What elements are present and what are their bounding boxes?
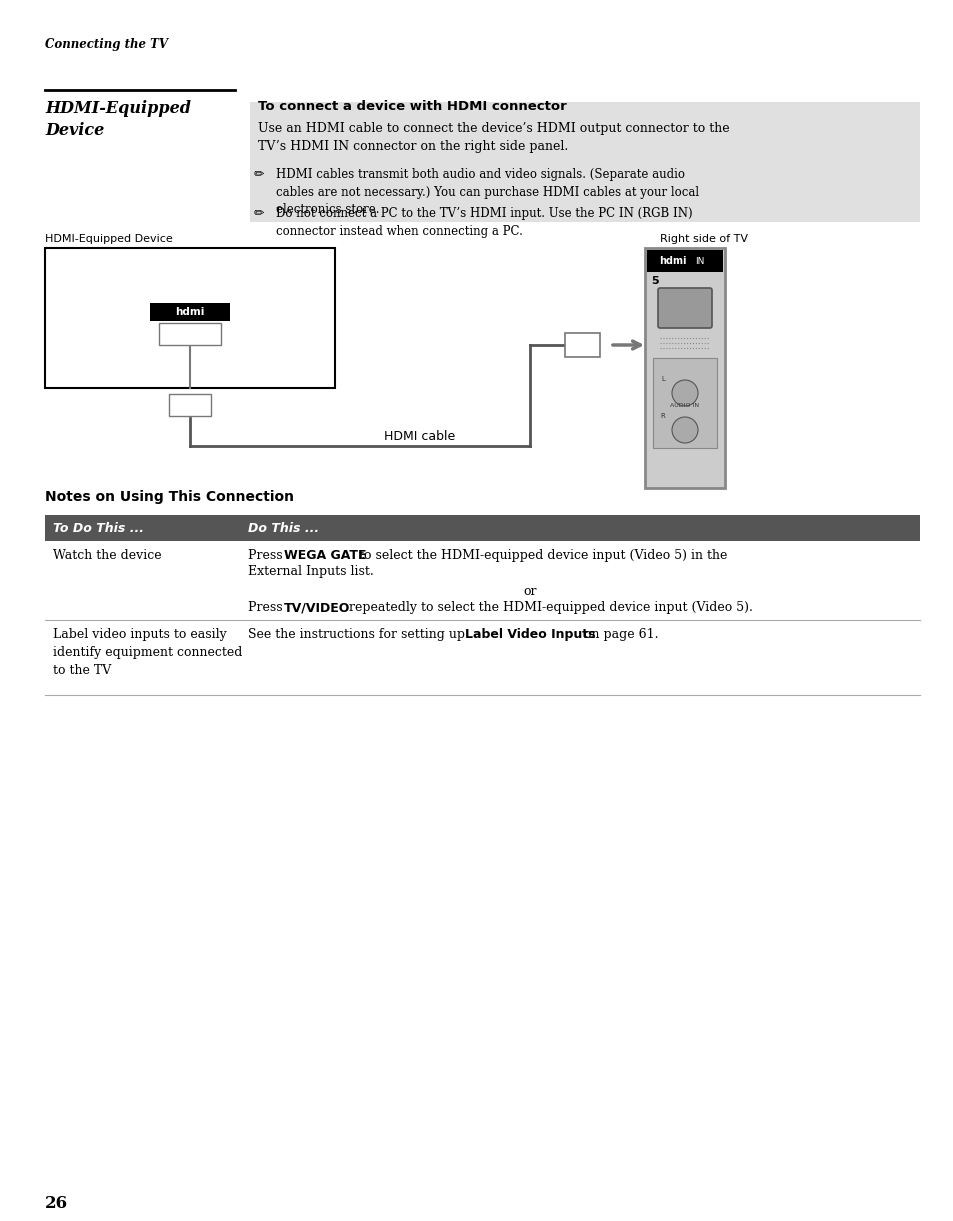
Bar [150,303,230,321]
Text: See the instructions for setting up: See the instructions for setting up [248,628,469,641]
Text: Label video inputs to easily
identify equipment connected
to the TV: Label video inputs to easily identify eq… [53,628,242,676]
Text: Watch the device: Watch the device [53,549,161,562]
Text: ✏: ✏ [253,208,264,220]
Bar [646,250,722,272]
Text: HDMI cable: HDMI cable [384,430,456,443]
Text: Right side of TV: Right side of TV [659,234,747,244]
Text: External Inputs list.: External Inputs list. [248,565,374,578]
Text: Press: Press [248,549,286,562]
Bar [644,248,724,488]
Bar [45,248,335,388]
Bar [169,394,211,416]
Bar [250,103,919,222]
Text: Do not connect a PC to the TV’s HDMI input. Use the PC IN (RGB IN)
connector ins: Do not connect a PC to the TV’s HDMI inp… [275,208,692,238]
Text: hdmi: hdmi [659,256,686,266]
Bar [564,333,599,357]
Text: HDMI cables transmit both audio and video signals. (Separate audio
cables are no: HDMI cables transmit both audio and vide… [275,168,699,216]
Text: to select the HDMI-equipped device input (Video 5) in the: to select the HDMI-equipped device input… [355,549,726,562]
Text: Notes on Using This Connection: Notes on Using This Connection [45,490,294,504]
Circle shape [671,418,698,443]
Text: L: L [660,376,664,382]
Text: WEGA GATE: WEGA GATE [284,549,366,562]
Text: HDMI-Equipped Device: HDMI-Equipped Device [45,234,172,244]
Text: Connecting the TV: Connecting the TV [45,38,168,51]
Bar [159,324,221,346]
Circle shape [671,380,698,407]
Text: Press: Press [248,601,286,614]
Text: To Do This ...: To Do This ... [53,521,144,535]
Text: R: R [659,413,664,419]
Text: Label Video Inputs: Label Video Inputs [464,628,595,641]
Text: AUDIO IN: AUDIO IN [670,403,699,408]
Text: 5: 5 [650,276,658,286]
Text: repeatedly to select the HDMI-equipped device input (Video 5).: repeatedly to select the HDMI-equipped d… [345,601,752,614]
Text: HDMI-Equipped
Device: HDMI-Equipped Device [45,100,191,139]
Text: hdmi: hdmi [175,306,205,317]
Text: Do This ...: Do This ... [248,521,319,535]
Text: on page 61.: on page 61. [579,628,658,641]
Text: To connect a device with HDMI connector: To connect a device with HDMI connector [257,100,566,114]
Bar [652,358,717,448]
Text: ✏: ✏ [253,168,264,181]
Text: or: or [522,585,537,598]
Text: TV/VIDEO: TV/VIDEO [284,601,350,614]
Text: 26: 26 [45,1195,68,1212]
Bar [45,515,919,541]
Text: IN: IN [695,256,704,265]
FancyBboxPatch shape [658,288,711,328]
Text: Use an HDMI cable to connect the device’s HDMI output connector to the
TV’s HDMI: Use an HDMI cable to connect the device’… [257,122,729,153]
